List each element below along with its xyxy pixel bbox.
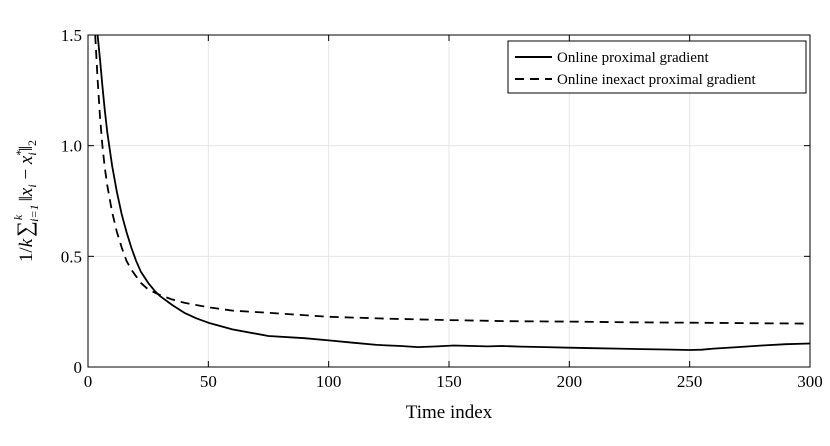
x-axis-label: Time index xyxy=(406,402,493,423)
x-tick-label: 0 xyxy=(84,372,93,391)
tick-marks xyxy=(87,34,811,368)
y-tick-label: 0 xyxy=(74,358,83,377)
legend: Online proximal gradient Online inexact … xyxy=(507,40,807,94)
series-online-inexact-proximal-gradient-line xyxy=(94,35,810,325)
x-tick-label: 150 xyxy=(436,372,462,391)
x-tick-label: 250 xyxy=(677,372,703,391)
series-online-proximal-gradient-line xyxy=(96,35,810,351)
x-tick-label: 100 xyxy=(316,372,342,391)
tick-labels: 0 50 100 150 200 250 300 0 0.5 1.0 1.5 xyxy=(61,26,823,391)
y-axis-label: 1/k∑k i=1‖xi − x*i‖2 xyxy=(11,140,41,262)
x-tick-label: 200 xyxy=(557,372,583,391)
y-tick-label: 1.5 xyxy=(61,26,82,45)
legend-label-online-inexact-proximal-gradient: Online inexact proximal gradient xyxy=(557,72,757,88)
series-layer xyxy=(94,35,810,351)
y-tick-label: 0.5 xyxy=(61,247,82,266)
x-tick-label: 300 xyxy=(797,372,823,391)
legend-label-online-proximal-gradient: Online proximal gradient xyxy=(557,50,709,66)
y-tick-label: 1.0 xyxy=(61,137,82,156)
x-tick-label: 50 xyxy=(200,372,217,391)
legend-box xyxy=(507,40,807,94)
svg-text:1/k∑ki=1‖xi − x*i‖2: 1/k∑k i=1‖xi − x*i‖2 xyxy=(11,140,41,262)
